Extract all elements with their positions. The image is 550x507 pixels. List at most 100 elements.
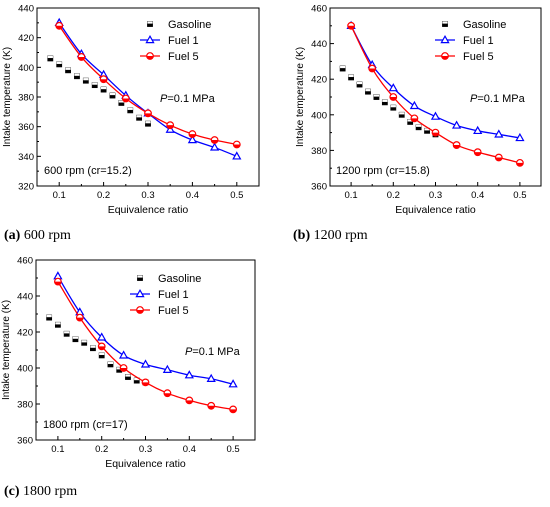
data-point-fuel-5-half bbox=[390, 97, 397, 101]
data-point-fuel-1 bbox=[187, 134, 198, 144]
data-point-fuel-5-half bbox=[474, 152, 481, 156]
y-tick-label: 380 bbox=[311, 146, 327, 157]
x-tick-label: 0.5 bbox=[513, 190, 526, 201]
y-axis-label: Intake temperature (K) bbox=[295, 47, 306, 147]
y-tick-label: 420 bbox=[17, 328, 33, 339]
data-point-fuel-5-half bbox=[76, 317, 84, 321]
data-point-fuel-5-half bbox=[122, 98, 130, 102]
legend-marker-highlight bbox=[442, 21, 448, 24]
data-point-gasoline-highlight bbox=[90, 345, 96, 348]
x-tick-label: 0.3 bbox=[429, 190, 442, 201]
data-point-gasoline-highlight bbox=[83, 78, 89, 81]
legend-marker-highlight bbox=[147, 21, 153, 24]
legend-label: Fuel 5 bbox=[158, 305, 189, 317]
data-point-fuel-1 bbox=[184, 370, 194, 379]
x-tick-label: 0.3 bbox=[139, 444, 152, 455]
data-point-fuel-5-half bbox=[144, 113, 152, 117]
y-tick-label: 380 bbox=[17, 400, 33, 411]
data-point-fuel-1 bbox=[209, 142, 220, 151]
data-point-gasoline-highlight bbox=[116, 367, 122, 370]
y-tick-label: 360 bbox=[311, 182, 327, 193]
legend-label: Fuel 1 bbox=[158, 289, 189, 301]
data-point-gasoline-highlight bbox=[365, 89, 371, 92]
data-point-gasoline-highlight bbox=[65, 67, 71, 70]
data-point-gasoline-highlight bbox=[348, 74, 354, 78]
caption-c-text: 1800 rpm bbox=[23, 484, 78, 499]
y-tick-label: 420 bbox=[311, 75, 327, 86]
data-point-fuel-5-half bbox=[229, 409, 237, 413]
data-point-gasoline-highlight bbox=[107, 361, 114, 364]
data-point-fuel-1 bbox=[430, 111, 441, 120]
x-tick-label: 0.2 bbox=[387, 190, 400, 201]
data-point-fuel-1 bbox=[140, 359, 151, 368]
data-point-fuel-5-half bbox=[164, 393, 171, 397]
data-point-fuel-5-half bbox=[411, 118, 418, 122]
y-tick-label: 460 bbox=[311, 4, 327, 15]
data-point-fuel-5-half bbox=[142, 382, 149, 386]
data-point-fuel-1 bbox=[232, 151, 242, 160]
x-axis-label: Equivalence ratio bbox=[105, 458, 186, 470]
y-tick-label: 320 bbox=[18, 182, 34, 193]
y-tick-label: 460 bbox=[17, 256, 33, 267]
pressure-annotation: P=0.1 MPa bbox=[160, 93, 216, 105]
data-point-gasoline-highlight bbox=[55, 322, 61, 325]
legend-marker bbox=[440, 34, 450, 44]
caption-b-text: 1200 rpm bbox=[313, 228, 368, 243]
data-point-gasoline-highlight bbox=[47, 55, 53, 59]
legend-label: Fuel 1 bbox=[168, 35, 199, 47]
data-point-fuel-5-half bbox=[189, 134, 196, 138]
y-tick-label: 360 bbox=[18, 122, 34, 133]
y-axis-label: Intake temperature (K) bbox=[1, 300, 12, 400]
data-point-fuel-5-half bbox=[98, 346, 105, 350]
y-tick-label: 380 bbox=[18, 93, 34, 104]
data-point-fuel-1 bbox=[97, 332, 107, 341]
y-axis-label: Intake temperature (K) bbox=[2, 47, 13, 147]
legend-label: Gasoline bbox=[463, 19, 506, 31]
data-point-fuel-1 bbox=[228, 379, 238, 388]
x-axis-label: Equivalence ratio bbox=[395, 204, 476, 216]
data-point-fuel-1 bbox=[409, 100, 420, 110]
data-point-gasoline-highlight bbox=[399, 112, 405, 115]
x-tick-label: 0.4 bbox=[183, 444, 196, 455]
x-tick-label: 0.2 bbox=[95, 444, 108, 455]
data-point-fuel-5-half bbox=[120, 368, 127, 372]
data-point-gasoline-highlight bbox=[118, 100, 124, 103]
data-point-fuel-1 bbox=[515, 132, 525, 142]
data-point-gasoline-highlight bbox=[46, 315, 52, 318]
x-tick-label: 0.1 bbox=[53, 190, 66, 201]
condition-annotation: 600 rpm (cr=15.2) bbox=[44, 165, 132, 177]
data-point-gasoline-highlight bbox=[390, 105, 396, 108]
data-point-gasoline-highlight bbox=[134, 378, 140, 381]
data-point-fuel-5-half bbox=[516, 162, 524, 167]
legend-label: Fuel 5 bbox=[463, 51, 494, 63]
data-point-fuel-5-half bbox=[368, 68, 376, 72]
y-tick-label: 340 bbox=[18, 152, 34, 163]
y-tick-label: 400 bbox=[311, 110, 327, 121]
data-point-fuel-5-half bbox=[78, 56, 85, 61]
caption-c: (c) 1800 rpm bbox=[4, 484, 77, 500]
data-point-gasoline-highlight bbox=[99, 352, 105, 355]
x-tick-label: 0.1 bbox=[344, 190, 357, 201]
data-point-fuel-1 bbox=[451, 120, 462, 129]
y-tick-label: 400 bbox=[17, 364, 33, 375]
y-tick-label: 440 bbox=[17, 292, 33, 303]
data-point-fuel-5-half bbox=[347, 25, 355, 30]
legend-label: Gasoline bbox=[158, 273, 201, 285]
data-point-gasoline-highlight bbox=[356, 81, 363, 85]
pressure-annotation: P=0.1 MPa bbox=[185, 346, 241, 358]
data-point-gasoline-highlight bbox=[407, 119, 413, 122]
data-point-fuel-5-half bbox=[233, 144, 241, 148]
legend-label: Gasoline bbox=[168, 19, 211, 31]
data-point-fuel-5-half bbox=[55, 25, 63, 30]
plot-frame bbox=[36, 7, 260, 187]
data-point-fuel-5-half bbox=[100, 79, 107, 83]
data-point-gasoline-highlight bbox=[127, 107, 133, 110]
x-tick-label: 0.4 bbox=[471, 190, 484, 201]
x-tick-label: 0.5 bbox=[230, 190, 243, 201]
data-point-gasoline-highlight bbox=[74, 73, 80, 76]
data-point-gasoline-highlight bbox=[81, 340, 87, 343]
data-point-fuel-1 bbox=[118, 350, 129, 359]
legend-marker-highlight bbox=[137, 275, 143, 278]
data-point-fuel-5-half bbox=[207, 405, 215, 410]
